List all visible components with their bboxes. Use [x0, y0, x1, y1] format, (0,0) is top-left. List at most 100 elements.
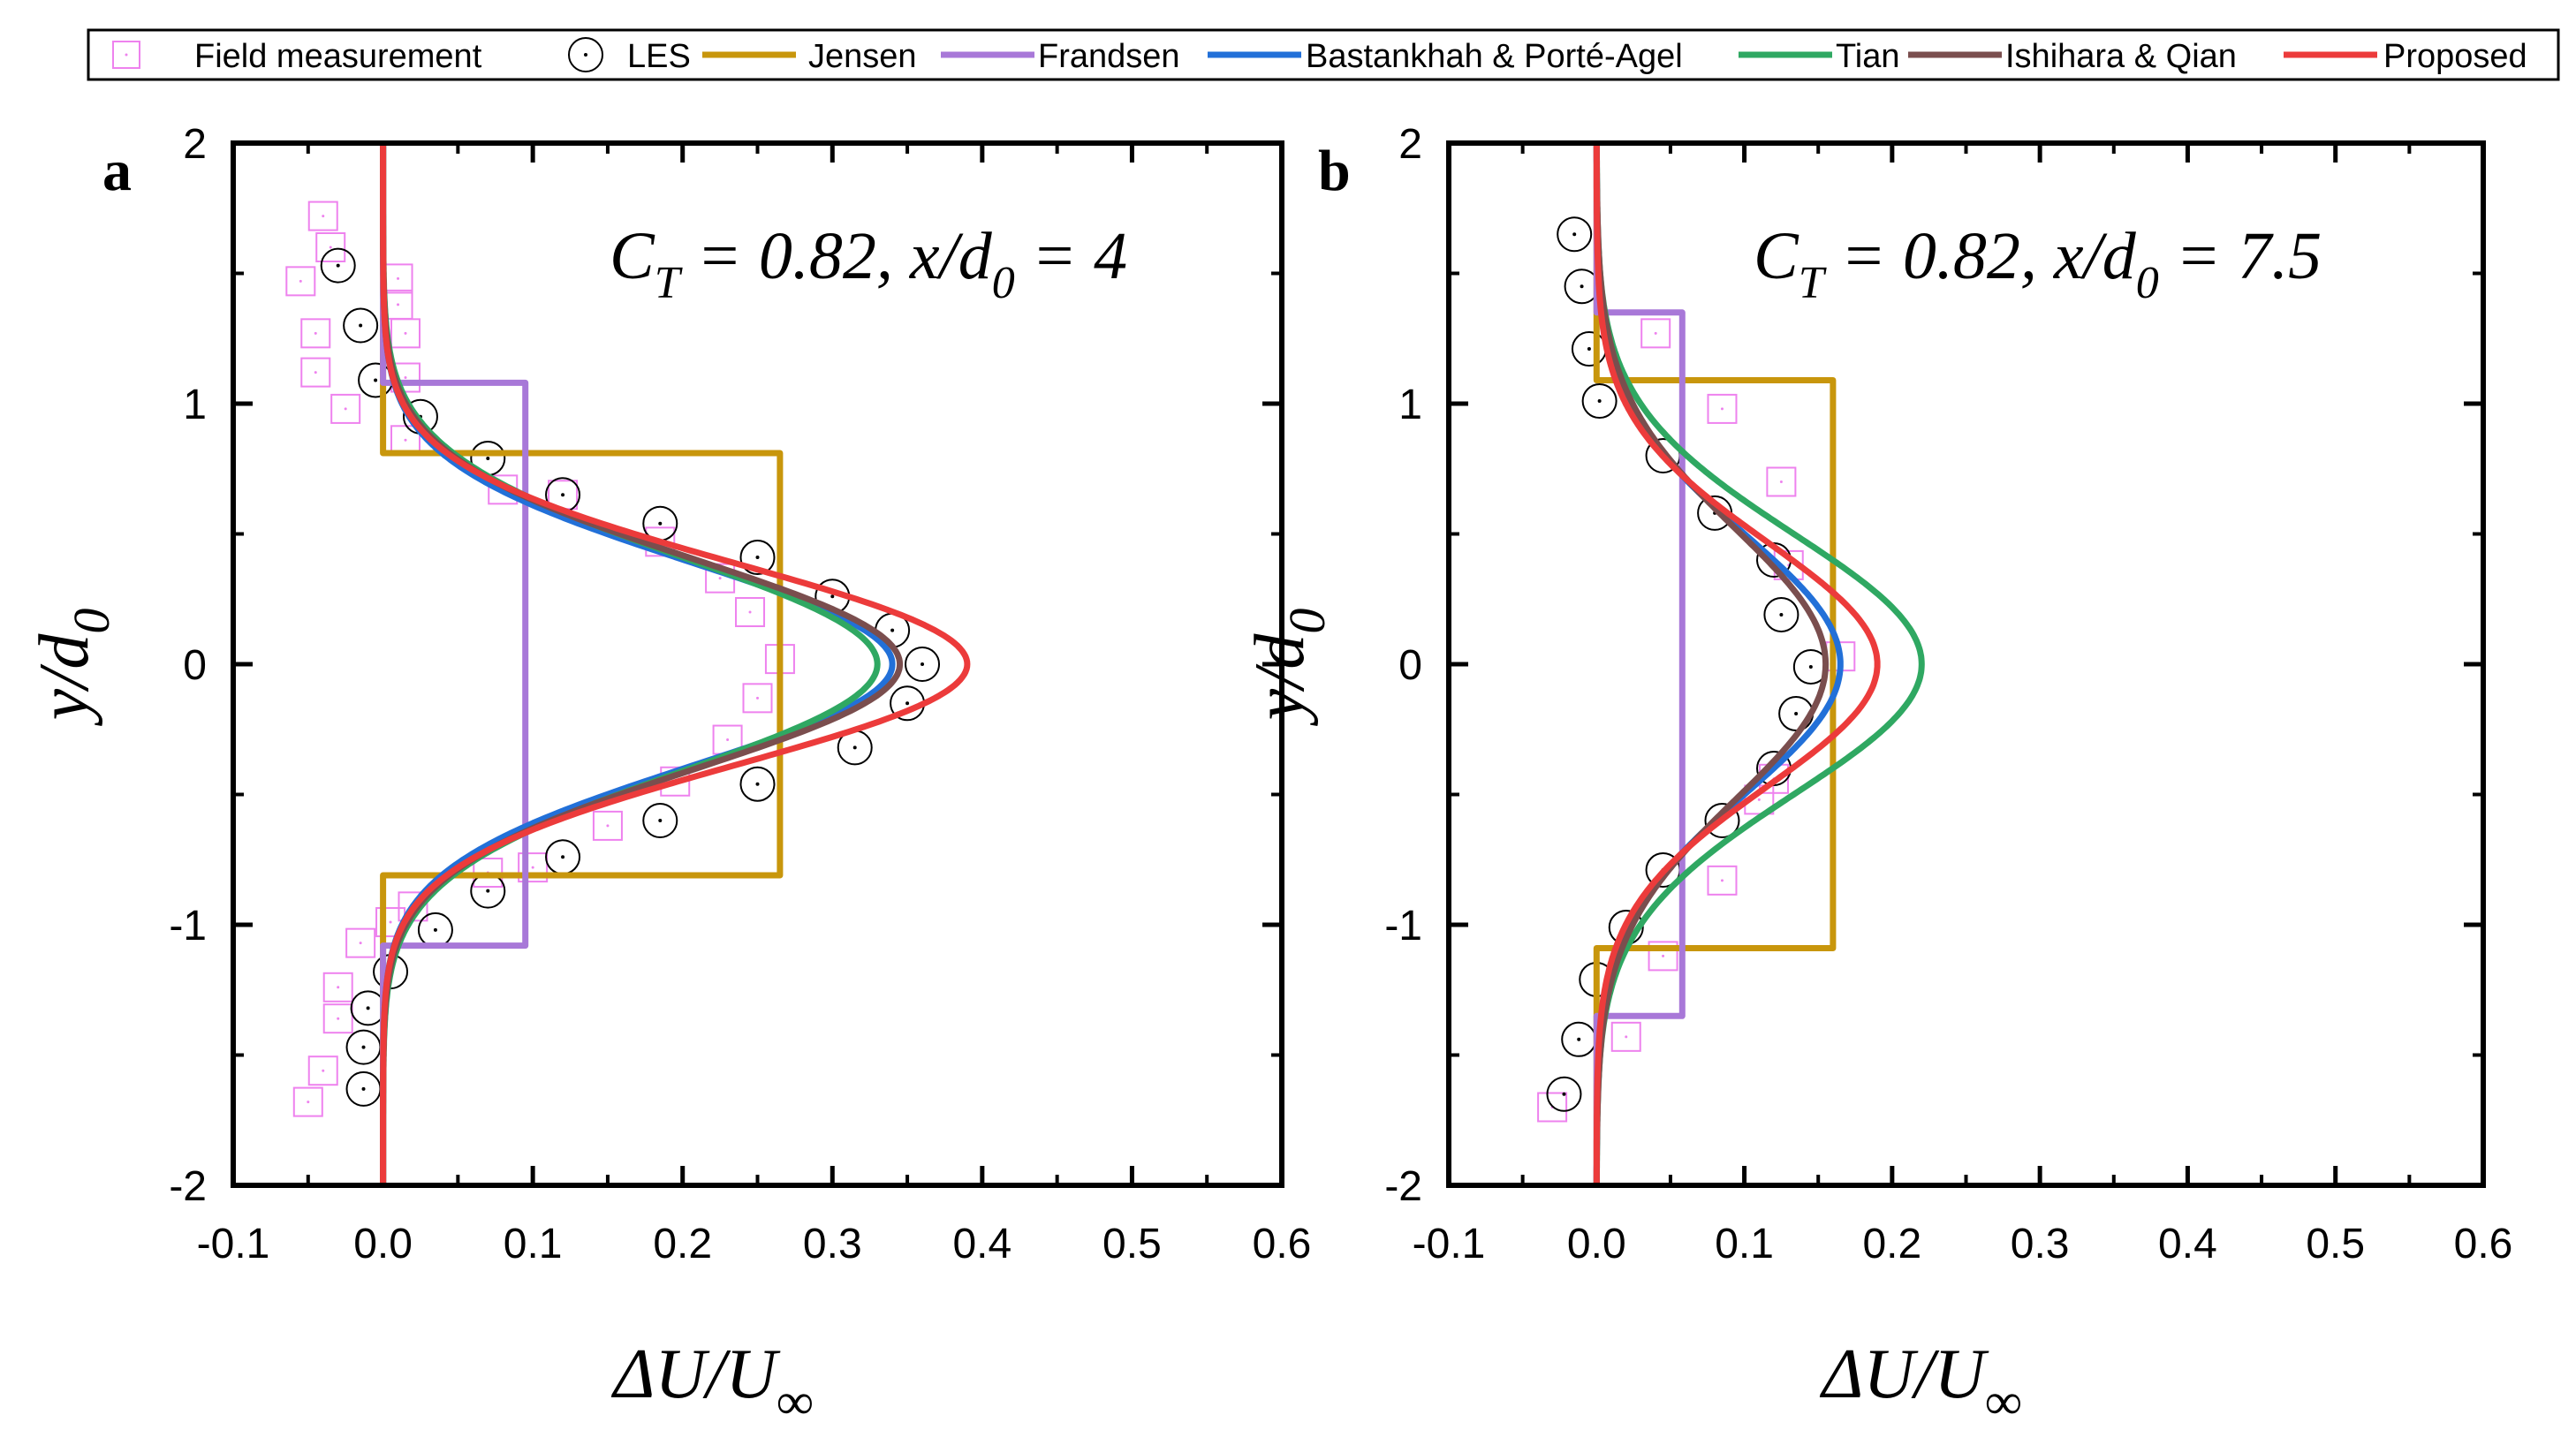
les-dot [361, 1045, 366, 1049]
les-dot [755, 556, 760, 560]
field-measurement-dot [748, 610, 752, 614]
field-measurement-dot [404, 376, 407, 379]
field-measurement-dot [756, 696, 759, 700]
les-dot [1577, 1037, 1581, 1041]
field-measurement-point [285, 266, 316, 297]
plot-area [285, 143, 971, 1185]
les-dot [561, 493, 565, 497]
legend-item: Tian [1739, 38, 1900, 75]
x-tick-label: 0.3 [803, 1221, 862, 1267]
field-measurement-dot [531, 866, 534, 869]
les-dot [336, 263, 340, 268]
x-tick-label: 0.3 [2011, 1221, 2070, 1267]
x-tick-label: 0.5 [1102, 1221, 1162, 1267]
les-dot [366, 1006, 370, 1010]
field-measurement-point [307, 200, 338, 231]
x-tick-label: 0.1 [504, 1221, 563, 1267]
field-measurement-point [300, 357, 331, 388]
field-measurement-dot [389, 920, 392, 924]
legend-label: Tian [1836, 38, 1900, 75]
les-dot [433, 927, 437, 932]
legend-label: Jensen [808, 38, 917, 75]
les-point [905, 647, 941, 682]
les-dot [359, 323, 363, 328]
les-dot [905, 701, 910, 706]
field-measurement-dot [329, 246, 332, 249]
field-measurement-point [390, 318, 421, 349]
field-measurement-dot [606, 824, 610, 828]
field-measurement-dot [1779, 480, 1783, 483]
legend-marker-circle [568, 37, 603, 72]
les-point [739, 540, 776, 576]
curve-jensen [1593, 143, 1837, 1185]
legend-marker-dot [125, 53, 128, 57]
legend-item: LES [568, 37, 691, 75]
y-tick-label: -1 [169, 903, 207, 949]
field-measurement-dot [397, 303, 400, 306]
curve-proposed [1593, 143, 1881, 1185]
field-measurement-point [735, 597, 766, 627]
legend-label: Field measurement [194, 38, 482, 75]
legend-marker-dot [584, 53, 587, 57]
field-measurement-dot [1757, 798, 1761, 801]
les-point [320, 247, 356, 284]
field-measurement-point [300, 318, 331, 349]
les-dot [1562, 1092, 1566, 1096]
legend: Field measurement LES Jensen Frandsen Bastan… [87, 28, 2560, 81]
x-axis-label: ΔU/U∞ [1819, 1335, 2021, 1430]
y-tick-label: 2 [183, 121, 207, 168]
field-measurement-dot [404, 331, 407, 335]
les-dot [658, 819, 663, 822]
x-tick-label: 0.5 [2306, 1221, 2365, 1267]
legend-label: Frandsen [1038, 38, 1180, 75]
field-measurement-dot [337, 986, 340, 989]
legend-item: Proposed [2284, 38, 2527, 75]
panel-letter: a [102, 139, 132, 203]
field-measurement-dot [322, 215, 325, 218]
x-tick-label: 0.0 [353, 1221, 413, 1267]
field-measurement-dot [322, 1069, 325, 1072]
y-axis-label: y/d0 [26, 609, 120, 727]
axes-frame [1446, 140, 2486, 1188]
field-measurement-point [345, 927, 376, 958]
legend-item: Ishihara & Qian [1908, 38, 2237, 75]
y-tick-label: 0 [1398, 642, 1422, 689]
field-measurement-point [1537, 1092, 1568, 1123]
les-dot [658, 521, 663, 526]
field-measurement-point [1707, 393, 1738, 424]
x-tick-label: 0.4 [2158, 1221, 2217, 1267]
les-dot [890, 628, 895, 632]
y-tick-label: -2 [1384, 1163, 1422, 1210]
x-tick-label: 0.1 [1715, 1221, 1774, 1267]
field-measurement-point [1648, 941, 1678, 972]
field-measurement-dot [314, 331, 317, 335]
x-tick-label: 0.2 [653, 1221, 712, 1267]
y-tick-label: 1 [1398, 382, 1422, 428]
plot-area [1537, 143, 1925, 1185]
legend-marker-square [112, 41, 140, 69]
axes-frame [231, 140, 1284, 1188]
y-tick-label: -2 [169, 1163, 207, 1210]
field-measurement-point [1610, 1021, 1641, 1052]
curve-bastankhah-port-agel [380, 143, 896, 1185]
les-point [1763, 596, 1799, 632]
annotation: CT = 0.82, x/d0 = 4 [610, 219, 1127, 308]
field-measurement-dot [1654, 331, 1657, 335]
les-point [1557, 216, 1593, 253]
x-tick-label: -0.1 [1413, 1221, 1486, 1267]
les-point [642, 803, 678, 838]
field-measurement-point [592, 810, 623, 841]
y-tick-label: 0 [183, 642, 207, 689]
field-measurement-dot [726, 738, 730, 742]
les-point [343, 307, 379, 344]
field-measurement-point [307, 1055, 338, 1086]
x-tick-label: 0.6 [2454, 1221, 2513, 1267]
field-measurement-dot [1720, 407, 1724, 411]
annotation: CT = 0.82, x/d0 = 7.5 [1754, 219, 2322, 308]
field-measurement-dot [397, 276, 400, 280]
curve-ishihara-qian [380, 143, 904, 1185]
curve-frandsen [380, 143, 529, 1185]
legend-label: Bastankhah & Porté-Agel [1306, 38, 1683, 75]
field-measurement-dot [718, 577, 722, 580]
curve-tian [1593, 143, 1925, 1185]
